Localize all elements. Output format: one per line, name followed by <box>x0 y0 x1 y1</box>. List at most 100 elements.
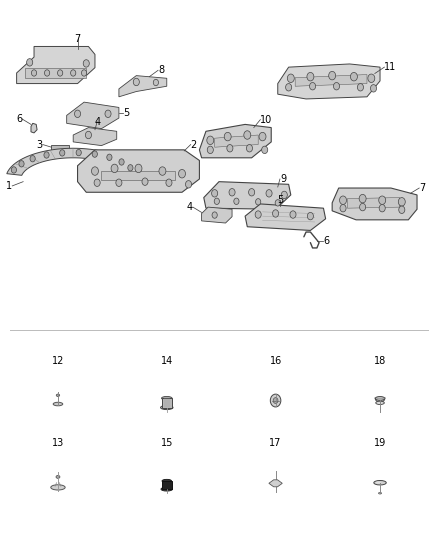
Circle shape <box>255 199 261 205</box>
Circle shape <box>379 205 385 212</box>
Circle shape <box>229 189 235 196</box>
Circle shape <box>261 146 268 154</box>
Circle shape <box>350 72 357 81</box>
Circle shape <box>212 212 217 218</box>
Polygon shape <box>199 124 271 158</box>
Circle shape <box>214 198 219 205</box>
Circle shape <box>45 70 49 76</box>
Circle shape <box>128 165 133 171</box>
Text: 7: 7 <box>419 183 425 193</box>
Polygon shape <box>332 188 417 220</box>
Circle shape <box>30 156 35 162</box>
Circle shape <box>27 59 33 66</box>
Polygon shape <box>347 198 399 208</box>
Text: 14: 14 <box>161 356 173 366</box>
Ellipse shape <box>162 479 172 482</box>
Text: 15: 15 <box>161 438 173 448</box>
Circle shape <box>166 179 172 187</box>
Ellipse shape <box>51 485 65 490</box>
Circle shape <box>159 167 166 175</box>
Circle shape <box>142 178 148 185</box>
Text: 6: 6 <box>323 236 329 246</box>
Ellipse shape <box>57 394 60 397</box>
Circle shape <box>207 146 213 154</box>
Polygon shape <box>215 135 258 147</box>
Circle shape <box>227 144 233 152</box>
Circle shape <box>307 213 314 220</box>
Circle shape <box>32 70 37 76</box>
Polygon shape <box>73 127 117 146</box>
Polygon shape <box>25 68 86 78</box>
Circle shape <box>398 198 405 206</box>
Polygon shape <box>295 75 367 86</box>
Polygon shape <box>7 148 138 175</box>
Circle shape <box>111 164 118 173</box>
Circle shape <box>244 131 251 139</box>
Circle shape <box>360 204 366 211</box>
Circle shape <box>255 211 261 218</box>
Circle shape <box>81 70 87 76</box>
Circle shape <box>359 195 366 203</box>
Text: 9: 9 <box>280 174 286 184</box>
Circle shape <box>133 78 139 86</box>
Text: 10: 10 <box>260 115 272 125</box>
Circle shape <box>135 164 142 173</box>
Polygon shape <box>31 123 37 133</box>
Circle shape <box>60 150 65 156</box>
Text: 5: 5 <box>277 195 283 205</box>
Circle shape <box>290 211 296 218</box>
Circle shape <box>116 179 122 187</box>
Polygon shape <box>102 171 176 180</box>
Circle shape <box>234 198 239 205</box>
Circle shape <box>399 206 405 214</box>
Circle shape <box>74 110 81 117</box>
Text: 11: 11 <box>385 62 397 72</box>
Text: 18: 18 <box>374 356 386 366</box>
Circle shape <box>83 60 89 67</box>
Circle shape <box>153 79 159 86</box>
Ellipse shape <box>376 481 381 483</box>
Text: 6: 6 <box>16 114 22 124</box>
Ellipse shape <box>374 481 386 485</box>
Circle shape <box>307 72 314 81</box>
Circle shape <box>179 169 185 178</box>
Circle shape <box>19 160 24 167</box>
Text: 1: 1 <box>6 181 12 191</box>
Circle shape <box>286 84 292 91</box>
Polygon shape <box>51 144 69 151</box>
Ellipse shape <box>53 402 63 406</box>
Text: 4: 4 <box>187 202 193 212</box>
Ellipse shape <box>56 475 60 478</box>
Circle shape <box>333 83 339 90</box>
Bar <box>375 393 385 399</box>
Polygon shape <box>269 480 282 487</box>
Circle shape <box>224 132 231 141</box>
Text: 17: 17 <box>269 438 282 448</box>
Circle shape <box>94 179 100 187</box>
Ellipse shape <box>162 397 172 400</box>
Circle shape <box>340 205 346 212</box>
Ellipse shape <box>161 487 173 491</box>
Text: 8: 8 <box>158 66 164 75</box>
Text: 3: 3 <box>37 140 43 150</box>
Text: 2: 2 <box>191 140 197 150</box>
Text: 13: 13 <box>52 438 64 448</box>
Circle shape <box>287 74 294 83</box>
Circle shape <box>266 190 272 197</box>
Ellipse shape <box>161 406 173 409</box>
Text: 5: 5 <box>123 108 130 118</box>
Circle shape <box>107 154 112 160</box>
Circle shape <box>368 74 375 83</box>
Circle shape <box>273 398 278 403</box>
Ellipse shape <box>274 482 277 484</box>
Polygon shape <box>245 204 325 230</box>
Circle shape <box>76 149 81 156</box>
Text: 19: 19 <box>374 438 386 448</box>
Circle shape <box>379 196 386 205</box>
Polygon shape <box>162 481 172 489</box>
Circle shape <box>207 136 214 144</box>
Circle shape <box>105 110 111 117</box>
Circle shape <box>212 190 218 197</box>
Text: 7: 7 <box>74 34 81 44</box>
Circle shape <box>44 152 49 158</box>
